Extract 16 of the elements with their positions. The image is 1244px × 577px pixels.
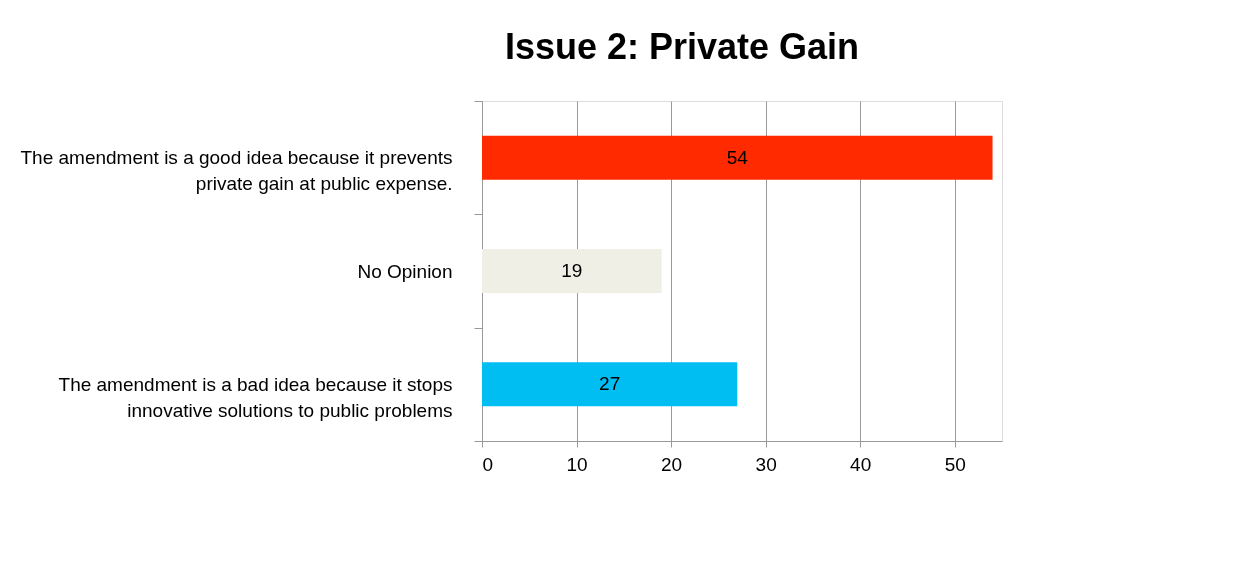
y-tick-label: The amendment is a bad idea because it stops innovative solutions to public problems bbox=[58, 373, 453, 421]
chart-title: Issue 2: Private Gain bbox=[504, 26, 860, 67]
bar bbox=[482, 362, 738, 407]
x-tick-label: 50 bbox=[944, 453, 966, 475]
x-tick-label: 10 bbox=[566, 453, 588, 475]
x-tick-label: 0 bbox=[482, 453, 494, 475]
x-tick-label: 20 bbox=[661, 453, 683, 475]
data-label: 19 bbox=[561, 260, 583, 281]
bar bbox=[482, 249, 662, 293]
data-label: 27 bbox=[599, 373, 621, 395]
data-label: 54 bbox=[726, 146, 749, 168]
y-tick-label: The amendment is a good idea because it prevents private gain at public expense. bbox=[20, 147, 453, 195]
x-tick-label: 30 bbox=[755, 453, 777, 475]
y-tick-label: No Opinion bbox=[357, 260, 453, 282]
bar bbox=[482, 135, 993, 180]
x-tick-label: 40 bbox=[850, 453, 872, 475]
